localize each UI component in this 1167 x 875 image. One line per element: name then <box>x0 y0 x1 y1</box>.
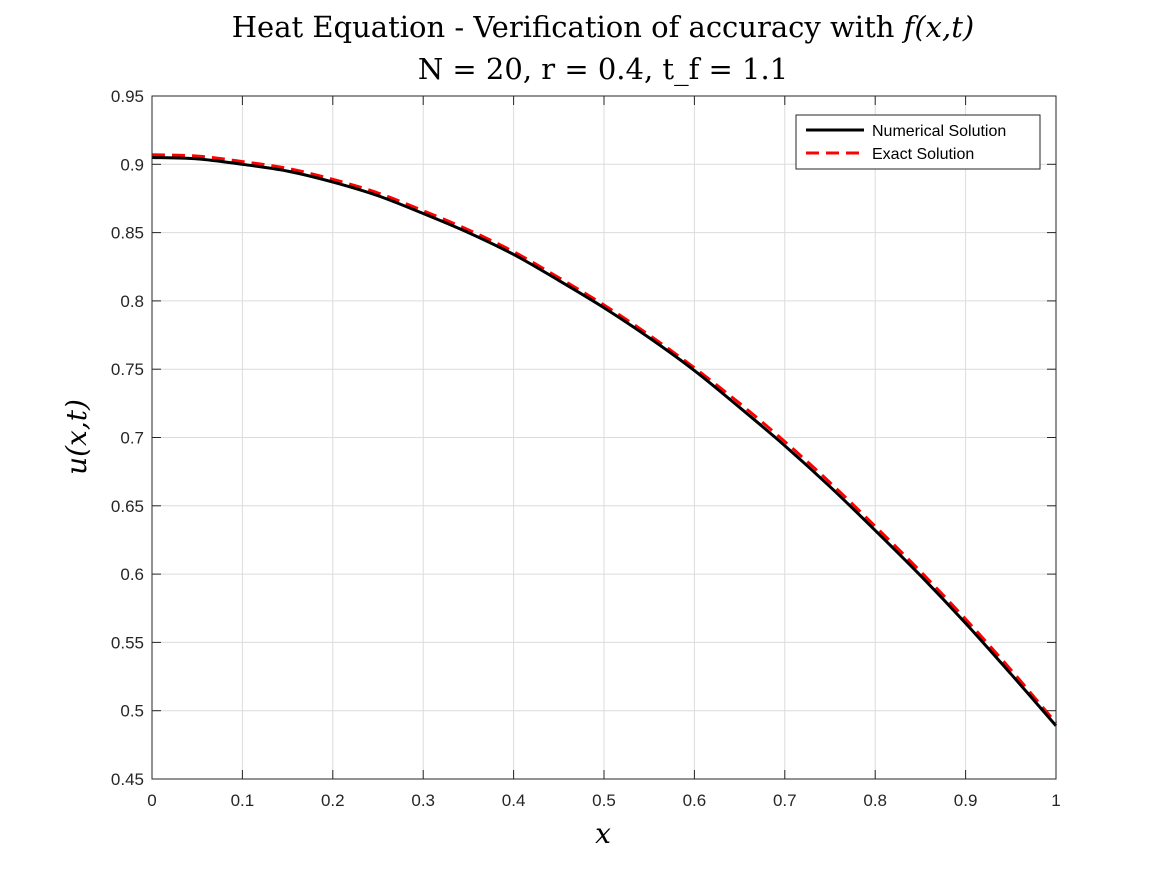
y-tick-label: 0.5 <box>120 702 144 721</box>
x-tick-label: 0 <box>147 791 156 810</box>
x-tick-label: 0.5 <box>592 791 616 810</box>
y-tick-label: 0.45 <box>111 770 144 789</box>
exact-solution-line <box>151 153 1058 724</box>
x-tick-label: 1 <box>1051 791 1060 810</box>
legend-box <box>795 114 1041 170</box>
legend-label-numerical: Numerical Solution <box>872 123 1006 140</box>
x-axis-label: x <box>595 817 611 850</box>
x-tick-label: 0.8 <box>863 791 887 810</box>
y-tick-label: 0.6 <box>120 565 144 584</box>
tick-labels: 0 0.1 0.2 0.3 0.4 0.5 0.6 0.7 0.8 0.9 1 0.45 0.5 0.55… <box>111 87 1061 810</box>
y-tick-label: 0.95 <box>111 87 144 106</box>
y-tick-label: 0.9 <box>120 155 144 174</box>
y-tick-label: 0.55 <box>111 633 144 652</box>
y-tick-label: 0.85 <box>111 224 144 243</box>
y-axis-label: u(x,t) <box>60 399 93 475</box>
x-tick-label: 0.4 <box>502 791 526 810</box>
series-layer <box>151 153 1058 727</box>
y-tick-label: 0.8 <box>120 292 144 311</box>
x-tick-label: 0.2 <box>321 791 345 810</box>
y-tick-label: 0.65 <box>111 497 144 516</box>
legend-label-exact: Exact Solution <box>872 146 974 163</box>
x-tick-label: 0.1 <box>231 791 255 810</box>
chart-title: Heat Equation - Verification of accuracy… <box>232 10 974 44</box>
y-tick-label: 0.7 <box>120 429 144 448</box>
chart-title-main: Heat Equation - Verification of accuracy… <box>232 10 904 44</box>
ticks <box>151 95 1057 780</box>
chart-title-math: f(x,t) <box>902 10 975 44</box>
grid <box>152 96 1056 779</box>
legend: Numerical Solution Exact Solution <box>795 114 1041 170</box>
y-tick-label: 0.75 <box>111 360 144 379</box>
numerical-solution-line <box>151 155 1058 727</box>
x-tick-label: 0.3 <box>411 791 435 810</box>
chart-subtitle: N = 20, r = 0.4, t_f = 1.1 <box>418 52 788 87</box>
x-tick-label: 0.7 <box>773 791 797 810</box>
x-tick-label: 0.6 <box>683 791 707 810</box>
x-tick-label: 0.9 <box>954 791 978 810</box>
